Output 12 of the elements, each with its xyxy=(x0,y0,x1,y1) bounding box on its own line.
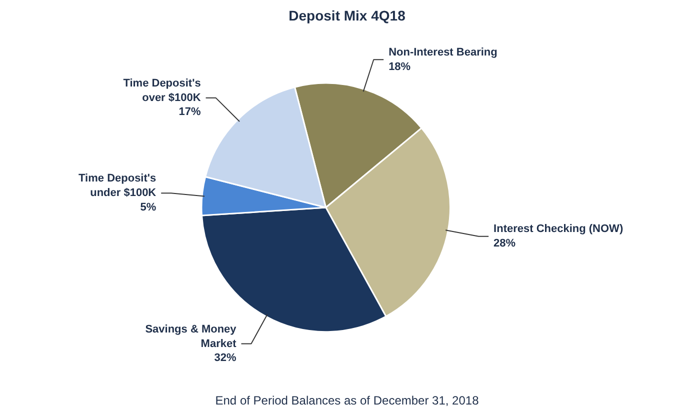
slice-label: Interest Checking (NOW) xyxy=(494,223,624,236)
data-label: 5% xyxy=(140,202,156,214)
data-label: 32% xyxy=(214,352,236,364)
slice-label: Time Deposit's under $100K xyxy=(78,172,156,200)
slice-label: Savings & Money Market xyxy=(145,323,238,350)
text: End of Period Balances as of December 31, 2018 xyxy=(215,394,480,408)
slice-label: Non-Interest Bearing xyxy=(388,46,498,58)
data-label: 28% xyxy=(494,238,516,250)
slice-label: Time Deposit's over $100K xyxy=(123,77,201,104)
data-label: 17% xyxy=(178,106,202,118)
chart-title: Deposit Mix 4Q18 xyxy=(288,8,406,24)
data-label: 18% xyxy=(388,60,411,73)
